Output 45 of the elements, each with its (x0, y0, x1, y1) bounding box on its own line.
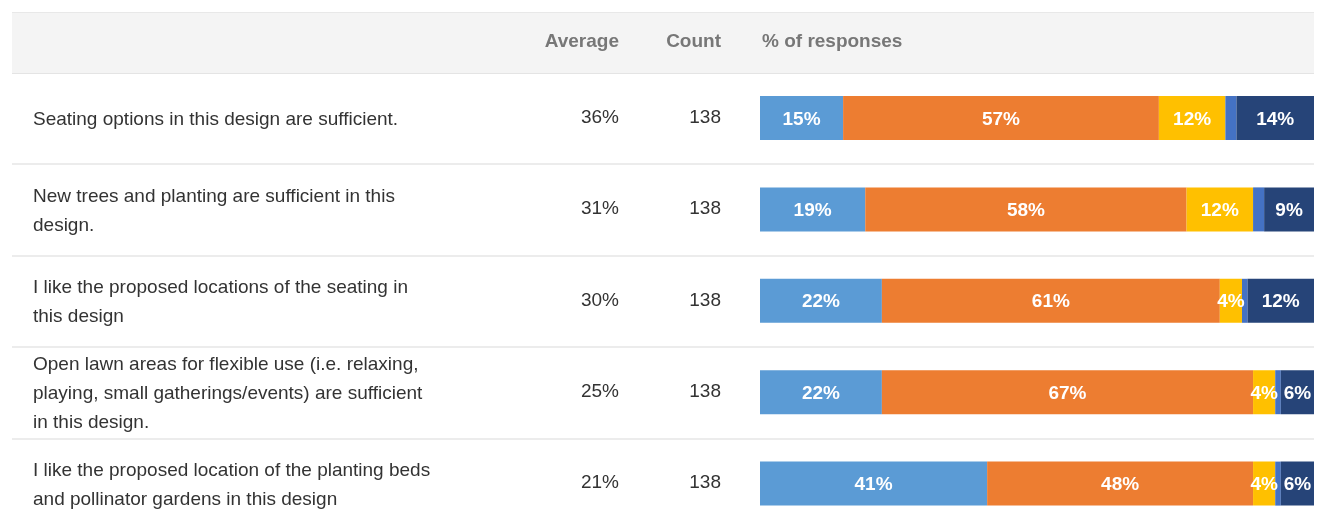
bar (1225, 96, 1237, 140)
text: 138 (689, 379, 721, 402)
bar (760, 461, 988, 506)
text: 138 (689, 288, 721, 311)
data-label: 61% (1031, 290, 1070, 312)
data-label: 57% (981, 107, 1021, 129)
text: Average (544, 30, 619, 52)
data-label: 48% (1101, 473, 1140, 495)
data-label: 41% (854, 473, 893, 495)
bar (760, 370, 882, 415)
y-tick-label: I like the proposed location of the planting beds and pollinator gardens in this design (33, 458, 431, 509)
bar (865, 187, 1187, 232)
bar (1236, 96, 1314, 140)
bar (760, 96, 844, 140)
text: 36% (580, 105, 619, 128)
text: 21% (580, 471, 619, 494)
bar (843, 96, 1159, 140)
text: 30% (580, 288, 619, 311)
bar (760, 278, 882, 323)
x-axis-title: % of responses (762, 30, 903, 52)
y-tick-label: New trees and planting are sufficient in this design. (33, 184, 395, 235)
data-label: 12% (1173, 107, 1212, 129)
data-label: 67% (1048, 381, 1087, 403)
text: 31% (580, 197, 619, 220)
data-label: 12% (1200, 198, 1239, 220)
data-label: 14% (1256, 107, 1295, 129)
text: 138 (689, 197, 721, 220)
y-tick-label: Open lawn areas for flexible use (i.e. relaxing, playing, small gatherings/events) are sufficient in this design. (33, 352, 424, 432)
y-tick-label: I like the proposed locations of the seating in this design (33, 275, 408, 326)
text: 25% (580, 379, 619, 402)
data-label: 58% (1006, 198, 1046, 220)
text: 138 (689, 471, 721, 494)
y-tick-label: Seating options in this design are sufficient. (33, 107, 399, 129)
text: 138 (689, 105, 721, 128)
bar (1253, 187, 1265, 232)
data-label: 9% (1275, 198, 1303, 220)
data-label: 22% (801, 381, 841, 403)
data-label: 6% (1283, 473, 1312, 495)
data-label: 6% (1283, 381, 1312, 403)
data-label: 15% (782, 107, 821, 129)
text: Count (666, 30, 721, 52)
data-label: 19% (793, 198, 832, 220)
data-label: 22% (801, 290, 841, 312)
bar (760, 187, 866, 232)
data-label: 12% (1261, 290, 1300, 312)
